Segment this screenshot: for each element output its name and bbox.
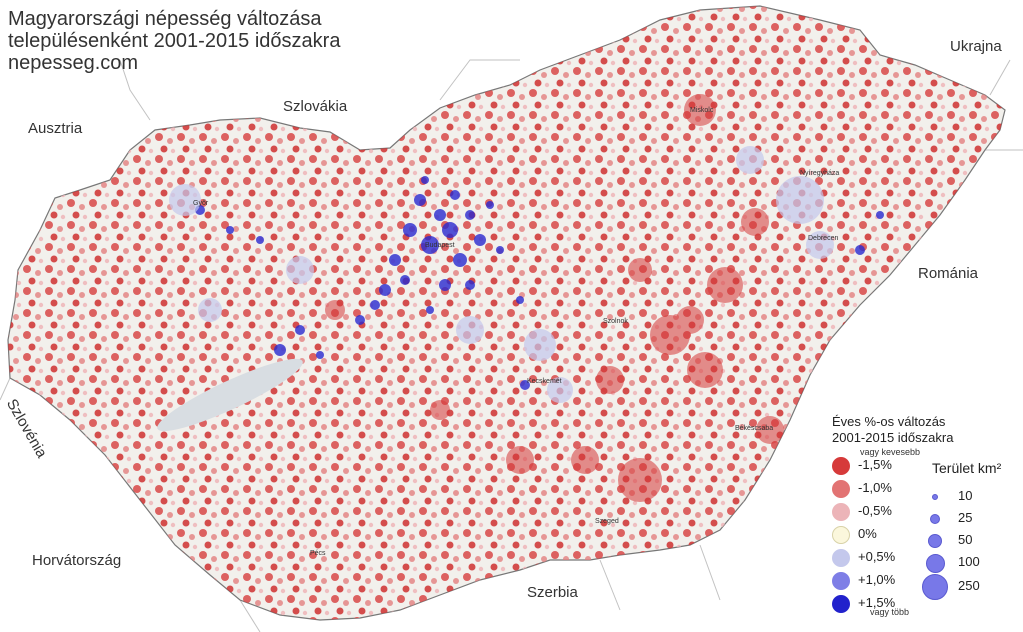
area-legend-title: Terület km² bbox=[932, 460, 1002, 476]
city-gyor: Győr bbox=[193, 200, 209, 207]
city-pecs: Pécs bbox=[310, 550, 326, 557]
country-ukraine: Ukrajna bbox=[950, 38, 1002, 55]
legend-label: -0,5% bbox=[858, 503, 892, 518]
legend-label: +1,0% bbox=[858, 572, 896, 587]
area-legend-circle bbox=[925, 553, 945, 573]
area-legend-circle bbox=[928, 534, 942, 548]
legend-swatch bbox=[832, 549, 850, 567]
legend-swatch bbox=[832, 503, 850, 521]
legend-note-bottom: vagy több bbox=[870, 607, 910, 617]
country-romania: Románia bbox=[918, 265, 979, 282]
legend-swatch bbox=[832, 572, 850, 590]
legend-label: +0,5% bbox=[858, 549, 896, 564]
legend-swatch bbox=[832, 457, 850, 475]
city-szeged: Szeged bbox=[595, 518, 619, 525]
country-slovakia: Szlovákia bbox=[283, 98, 348, 115]
title-line-2: településenként 2001-2015 időszakra bbox=[8, 30, 341, 52]
map-title: Magyarországi népesség változása települ… bbox=[8, 8, 340, 74]
legend-label: +1,5% bbox=[858, 595, 896, 610]
legend-title: Éves %-os változás 2001-2015 időszakra bbox=[832, 414, 954, 445]
city-szolnok: Szolnok bbox=[603, 318, 628, 325]
title-line-3: nepesseg.com bbox=[8, 52, 139, 74]
country-austria: Ausztria bbox=[28, 120, 83, 137]
legend-note-top: vagy kevesebb bbox=[860, 447, 921, 457]
country-croatia: Horvátország bbox=[32, 552, 122, 569]
area-legend-label: 100 bbox=[958, 554, 980, 569]
legend-label: -1,5% bbox=[858, 457, 892, 472]
city-kecskemet: Kecskemét bbox=[527, 378, 562, 385]
legend-label: 0% bbox=[858, 526, 877, 541]
legend-label: -1,0% bbox=[858, 480, 892, 495]
country-serbia: Szerbia bbox=[527, 584, 578, 601]
area-legend-label: 25 bbox=[958, 510, 973, 525]
border-lines bbox=[0, 59, 1023, 632]
legend-swatch bbox=[832, 526, 850, 544]
legend-swatch bbox=[832, 595, 850, 613]
area-legend-circle bbox=[932, 494, 938, 500]
area-legend-circle bbox=[922, 574, 948, 600]
city-debrecen: Debrecen bbox=[808, 235, 838, 242]
legend-swatch bbox=[832, 480, 850, 498]
area-legend-label: 10 bbox=[958, 488, 973, 503]
city-nyiregyhaza: Nyíregyháza bbox=[800, 170, 839, 177]
area-legend-circle bbox=[930, 514, 940, 524]
city-bekescsaba: Békéscsaba bbox=[735, 425, 773, 432]
area-legend-label: 250 bbox=[958, 578, 980, 593]
city-budapest: Budapest bbox=[425, 242, 455, 249]
city-miskolc: Miskolc bbox=[690, 107, 714, 114]
area-legend-label: 50 bbox=[958, 532, 973, 547]
title-line-1: Magyarországi népesség változása bbox=[8, 8, 322, 30]
